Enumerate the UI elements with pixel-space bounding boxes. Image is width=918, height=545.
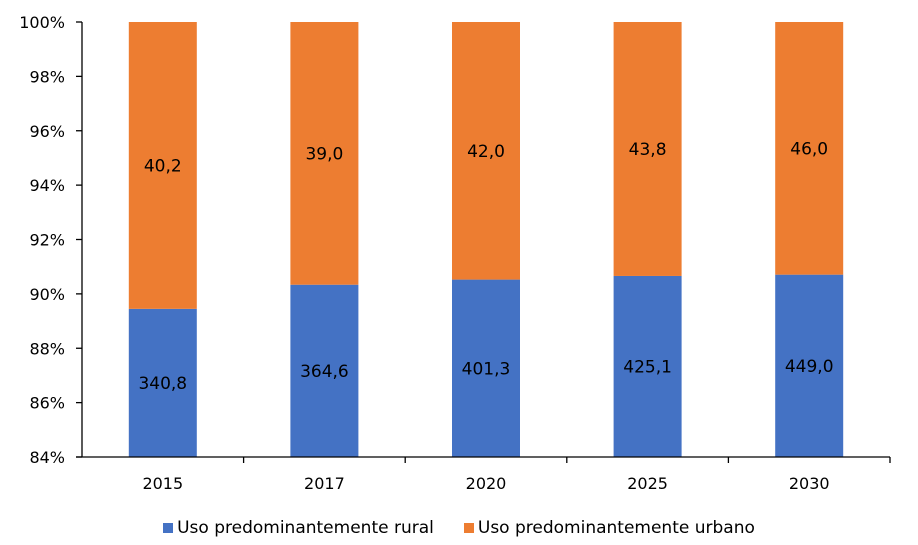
bar-rural-2020 [452,279,520,457]
bar-urbano-2025 [613,22,682,276]
bar-group [128,22,844,457]
axes [76,22,890,458]
x-tick-label-2015: 2015 [142,474,183,493]
y-tick-label: 94% [29,176,65,195]
legend-item-rural: Uso predominantemente rural [163,518,434,538]
x-tick-label-2020: 2020 [466,474,507,493]
x-tick-label-2017: 2017 [304,474,345,493]
y-tick-label: 84% [29,448,65,467]
data-label-rural-2015: 340,8 [138,374,187,394]
y-axis-ticks: 84% 86% 88% 90% 92% 94% 96% 98% 100% [19,13,82,467]
data-label-urbano-2030: 46,0 [790,139,828,159]
legend-label-rural: Uso predominantemente rural [177,518,434,538]
bar-rural-2017 [290,284,359,457]
y-tick-label: 92% [29,231,65,250]
bar-rural-2030 [775,274,844,457]
y-tick-label: 98% [29,67,65,86]
legend-label-urbano: Uso predominantemente urbano [477,518,755,538]
y-tick-label: 96% [29,122,65,141]
bar-urbano-2030 [775,22,844,275]
x-tick-label-2025: 2025 [627,474,668,493]
legend: Uso predominantemente rural Uso predomin… [0,518,918,538]
bar-urbano-2015 [128,22,197,309]
data-label-rural-2017: 364,6 [300,362,349,382]
data-label-rural-2030: 449,0 [785,357,834,377]
data-label-rural-2020: 401,3 [462,359,511,379]
bar-urbano-2020 [452,22,520,280]
legend-swatch-urbano [463,523,474,533]
bar-rural-2025 [613,275,682,457]
data-label-urbano-2017: 39,0 [305,144,343,164]
y-tick-label: 90% [29,285,65,304]
data-label-urbano-2025: 43,8 [629,140,667,160]
bar-rural-2015 [128,308,197,457]
y-tick-label: 100% [19,13,65,32]
bar-urbano-2017 [290,22,359,285]
data-label-urbano-2015: 40,2 [144,156,182,176]
y-tick-label: 88% [29,339,65,358]
x-axis-ticks: 2015 2017 2020 2025 2030 [142,457,891,493]
y-tick-label: 86% [29,394,65,413]
x-tick-label-2030: 2030 [789,474,830,493]
legend-swatch-rural [163,523,174,533]
data-label-urbano-2020: 42,0 [467,142,505,162]
legend-item-urbano: Uso predominantemente urbano [463,518,755,538]
data-labels: 340,8 40,2 364,6 39,0 401,3 42,0 425,1 43,8 449,… [138,139,833,394]
data-label-rural-2025: 425,1 [623,357,672,377]
